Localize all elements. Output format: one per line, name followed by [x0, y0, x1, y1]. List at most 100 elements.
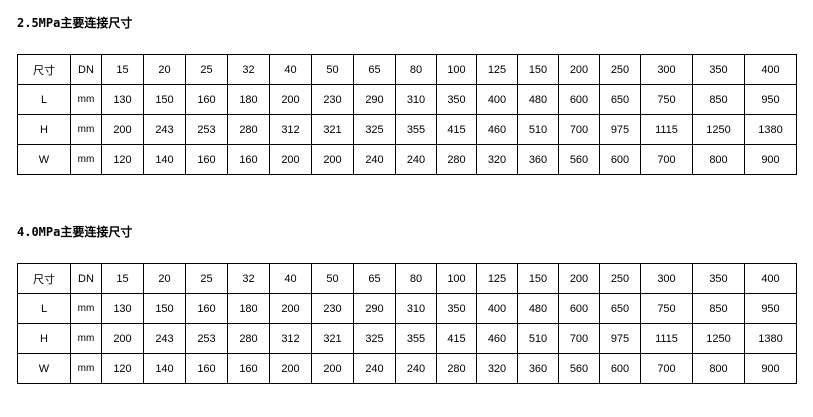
table-cell: 230 — [311, 293, 354, 324]
header-cell: 20 — [143, 54, 186, 85]
header-row: 尺寸 DN 15 20 25 32 40 50 65 80 100 125 150 200 250 300 35… — [17, 263, 797, 294]
table-cell: 400 — [476, 84, 518, 115]
table-cell: 200 — [311, 353, 354, 384]
table-cell: 200 — [311, 144, 354, 175]
table-cell: 120 — [101, 144, 144, 175]
table-cell: 160 — [185, 84, 228, 115]
table-cell: 325 — [353, 323, 396, 354]
table-cell: 290 — [353, 84, 396, 115]
table-cell: 700 — [558, 323, 600, 354]
header-cell: 125 — [476, 263, 518, 294]
header-cell: 80 — [395, 54, 437, 85]
table-cell: mm — [70, 293, 102, 324]
table-cell: 150 — [143, 84, 186, 115]
table-cell: mm — [70, 144, 102, 175]
table-cell: 560 — [558, 144, 600, 175]
header-cell: 350 — [692, 54, 745, 85]
header-cell: 80 — [395, 263, 437, 294]
table-cell: H — [17, 323, 71, 354]
table-cell: 130 — [101, 293, 144, 324]
table-cell: 850 — [692, 84, 745, 115]
table-cell: 510 — [517, 323, 559, 354]
table-cell: 350 — [436, 84, 477, 115]
table-cell: 243 — [143, 323, 186, 354]
table-cell: 800 — [692, 144, 745, 175]
header-cell: 200 — [558, 54, 600, 85]
table-cell: 1250 — [692, 114, 745, 145]
header-cell: 40 — [269, 263, 312, 294]
table-cell: 850 — [692, 293, 745, 324]
table-cell: 460 — [476, 114, 518, 145]
table-cell: 321 — [311, 323, 354, 354]
header-cell: 400 — [744, 263, 797, 294]
table-cell: 253 — [185, 323, 228, 354]
header-cell: 350 — [692, 263, 745, 294]
table-cell: 200 — [269, 84, 312, 115]
table-cell: 150 — [143, 293, 186, 324]
table-cell: 200 — [101, 323, 144, 354]
table-cell: 280 — [227, 114, 270, 145]
table-cell: 350 — [436, 293, 477, 324]
header-cell: 25 — [185, 263, 228, 294]
header-cell: 150 — [517, 263, 559, 294]
header-cell: 尺寸 — [17, 263, 71, 294]
table-cell: 290 — [353, 293, 396, 324]
table-cell: 120 — [101, 353, 144, 384]
table-cell: 325 — [353, 114, 396, 145]
header-cell: 250 — [599, 263, 641, 294]
dimensions-table-4-0mpa: 尺寸 DN 15 20 25 32 40 50 65 80 100 125 150 200 250 300 35… — [17, 263, 797, 384]
table-cell: 240 — [353, 353, 396, 384]
table-cell: 480 — [517, 293, 559, 324]
table-cell: 312 — [269, 114, 312, 145]
table-cell: 243 — [143, 114, 186, 145]
header-cell: 50 — [311, 263, 354, 294]
table-cell: 160 — [185, 353, 228, 384]
table-cell: 700 — [640, 144, 693, 175]
table-cell: 360 — [517, 353, 559, 384]
table-cell: 200 — [269, 293, 312, 324]
header-cell: 65 — [353, 54, 396, 85]
table-cell: mm — [70, 114, 102, 145]
table-cell: 1380 — [744, 323, 797, 354]
header-cell: 15 — [101, 54, 144, 85]
table-cell: 510 — [517, 114, 559, 145]
table-cell: L — [17, 84, 71, 115]
header-cell: 125 — [476, 54, 518, 85]
table-cell: W — [17, 144, 71, 175]
section-title-2-5mpa: 2.5MPa主要连接尺寸 — [17, 16, 133, 30]
table-cell: 950 — [744, 84, 797, 115]
table-cell: H — [17, 114, 71, 145]
header-cell: 100 — [436, 263, 477, 294]
table-cell: 140 — [143, 144, 186, 175]
dimensions-table-2-5mpa: 尺寸 DN 15 20 25 32 40 50 65 80 100 125 150 200 250 300 35… — [17, 54, 797, 175]
table-cell: 180 — [227, 84, 270, 115]
header-cell: DN — [70, 54, 102, 85]
table-cell: 310 — [395, 293, 437, 324]
header-cell: 250 — [599, 54, 641, 85]
header-cell: 40 — [269, 54, 312, 85]
table-cell: 200 — [269, 144, 312, 175]
table-cell: 240 — [395, 144, 437, 175]
header-cell: 15 — [101, 263, 144, 294]
table-cell: 230 — [311, 84, 354, 115]
table-cell: 750 — [640, 293, 693, 324]
table-cell: 560 — [558, 353, 600, 384]
table-cell: 415 — [436, 114, 477, 145]
table-cell: 700 — [558, 114, 600, 145]
header-cell: 65 — [353, 263, 396, 294]
table-cell: 320 — [476, 144, 518, 175]
table-cell: 320 — [476, 353, 518, 384]
table-cell: mm — [70, 353, 102, 384]
table-cell: 160 — [185, 293, 228, 324]
table-cell: 180 — [227, 293, 270, 324]
table-cell: 800 — [692, 353, 745, 384]
table-cell: 200 — [269, 353, 312, 384]
table-cell: 600 — [599, 144, 641, 175]
table-cell: 130 — [101, 84, 144, 115]
table-cell: 600 — [558, 84, 600, 115]
